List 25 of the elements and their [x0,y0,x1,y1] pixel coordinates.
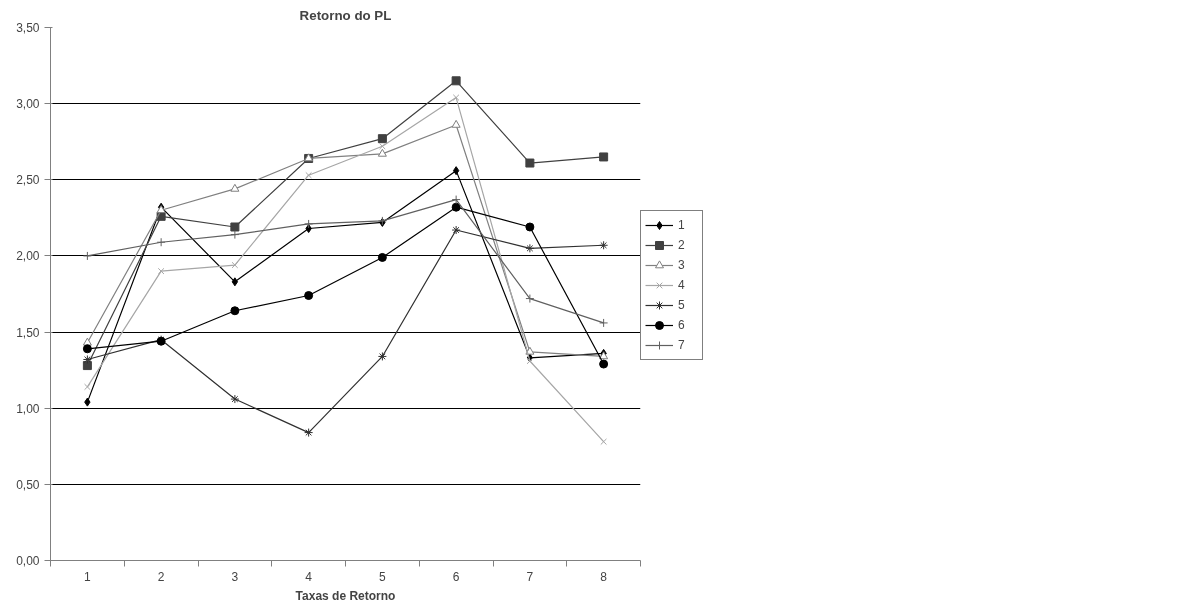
legend-label: 5 [678,298,686,312]
chart-title: Retorno do PL [299,7,392,23]
legend-label: 4 [678,278,686,292]
legend-label: 7 [678,338,686,352]
legend-label: 2 [678,238,686,252]
y-tick-label: 1,50 [16,325,40,340]
y-tick-label: 1,00 [16,401,40,416]
y-tick-label: 3,50 [16,21,40,35]
x-tick-label: 1 [84,569,92,584]
x-tick-label: 5 [379,569,387,584]
y-tick-label: 3,00 [16,97,40,112]
x-tick-label: 2 [157,569,165,584]
x-tick-label: 8 [600,569,608,584]
legend-label: 1 [678,218,686,232]
x-axis-title: Taxas de Retorno [295,588,396,603]
legend-label: 6 [678,318,686,332]
x-tick-label: 7 [526,569,534,584]
x-tick-label: 4 [305,569,313,584]
x-tick-label: 3 [231,569,239,584]
y-tick-label: 0,00 [16,554,40,568]
x-tick-label: 6 [452,569,460,584]
y-tick-label: 2,50 [16,173,40,188]
y-tick-label: 0,50 [16,477,40,492]
legend-label: 3 [678,258,686,272]
y-tick-label: 2,00 [16,249,40,264]
